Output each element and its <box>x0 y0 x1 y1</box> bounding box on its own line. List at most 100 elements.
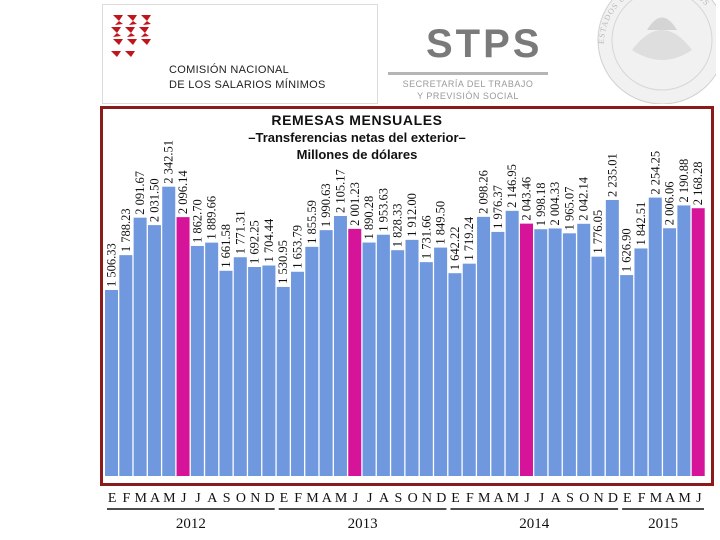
month-tick-3: A <box>150 491 161 506</box>
bar-1 <box>119 255 133 476</box>
month-tick-0: E <box>108 491 117 506</box>
bar-39 <box>663 228 677 476</box>
bar-4 <box>162 186 176 476</box>
value-label-17: 2 001.23 <box>348 182 362 226</box>
month-tick-6: J <box>195 491 201 506</box>
bar-2 <box>133 217 147 476</box>
year-label-2: 2014 <box>519 516 550 532</box>
chart-unit: Millones de dólares <box>296 147 418 162</box>
year-label-1: 2013 <box>348 516 378 532</box>
national-seal-icon: ESTADOS UNIDOS MEXICANOS <box>597 0 716 104</box>
value-label-19: 1 953.63 <box>376 188 390 232</box>
month-tick-17: J <box>353 491 359 506</box>
value-label-39: 2 006.06 <box>663 182 677 226</box>
month-tick-41: J <box>696 491 702 506</box>
month-tick-22: N <box>422 491 432 506</box>
bar-33 <box>577 223 591 476</box>
value-label-1: 1 788.23 <box>119 208 133 252</box>
month-tick-7: A <box>207 491 218 506</box>
bar-18 <box>362 242 376 476</box>
month-tick-35: D <box>608 491 618 506</box>
month-tick-9: O <box>236 491 246 506</box>
bar-32 <box>562 233 576 476</box>
bar-17 <box>348 228 362 476</box>
stps-subtitle-line1: SECRETARÍA DEL TRABAJO <box>402 79 534 89</box>
chart-title-block: REMESAS MENSUALES –Transferencias netas … <box>100 112 614 163</box>
value-label-41: 2 168.28 <box>691 161 705 205</box>
value-label-15: 1 990.63 <box>319 183 333 227</box>
year-label-0: 2012 <box>176 516 206 532</box>
month-tick-32: S <box>566 491 574 506</box>
value-label-23: 1 849.50 <box>434 201 448 245</box>
bar-20 <box>391 250 405 476</box>
chart-title: REMESAS MENSUALES <box>271 112 443 128</box>
value-label-38: 2 254.25 <box>648 151 662 195</box>
bar-10 <box>248 267 262 476</box>
bar-31 <box>548 228 562 476</box>
bar-3 <box>147 225 161 476</box>
month-tick-26: M <box>478 491 491 506</box>
bar-22 <box>419 262 433 476</box>
bar-12 <box>276 286 290 476</box>
org-name-line1: Comisión Nacional <box>169 64 290 76</box>
value-label-18: 1 890.28 <box>362 196 376 240</box>
month-tick-38: M <box>650 491 663 506</box>
value-label-11: 1 704.44 <box>262 218 276 263</box>
stps-logo-block: STPS SECRETARÍA DEL TRABAJO Y PREVISIÓN … <box>388 22 548 104</box>
stps-logo-text: STPS <box>426 22 543 66</box>
month-tick-27: A <box>493 491 504 506</box>
value-label-37: 1 842.51 <box>634 202 648 246</box>
value-label-0: 1 506.33 <box>105 243 119 287</box>
month-tick-36: E <box>623 491 632 506</box>
value-label-14: 1 855.59 <box>305 200 319 244</box>
bar-35 <box>605 199 619 477</box>
month-tick-37: F <box>638 491 646 506</box>
month-tick-8: S <box>223 491 231 506</box>
month-tick-4: M <box>163 491 176 506</box>
value-label-32: 1 965.07 <box>562 187 576 231</box>
cnsm-logo-box: Comisión Nacional De Los Salarios Mínimo… <box>102 4 378 104</box>
header-banner: Comisión Nacional De Los Salarios Mínimo… <box>0 0 720 110</box>
bar-40 <box>677 205 691 476</box>
value-label-5: 2 096.14 <box>176 170 190 215</box>
bar-28 <box>505 210 519 476</box>
month-tick-19: A <box>379 491 390 506</box>
month-tick-16: M <box>335 491 348 506</box>
bar-41 <box>691 208 705 476</box>
month-tick-24: E <box>451 491 460 506</box>
month-tick-23: D <box>436 491 446 506</box>
bar-13 <box>291 271 305 476</box>
bar-37 <box>634 248 648 476</box>
value-label-9: 1 771.31 <box>233 210 247 254</box>
bar-11 <box>262 265 276 476</box>
value-label-7: 1 889.66 <box>205 196 219 240</box>
month-tick-1: F <box>123 491 131 506</box>
value-label-30: 1 998.18 <box>534 182 548 226</box>
month-tick-31: A <box>551 491 562 506</box>
bar-7 <box>205 242 219 476</box>
value-label-21: 1 912.00 <box>405 193 419 237</box>
month-tick-5: J <box>181 491 187 506</box>
bar-30 <box>534 229 548 476</box>
month-tick-34: N <box>594 491 604 506</box>
bar-21 <box>405 239 419 476</box>
month-tick-14: M <box>306 491 319 506</box>
bar-38 <box>648 197 662 476</box>
month-tick-28: M <box>507 491 520 506</box>
year-label-3: 2015 <box>648 516 678 532</box>
value-label-33: 2 042.14 <box>577 176 591 221</box>
month-tick-18: J <box>367 491 373 506</box>
value-label-8: 1 661.58 <box>219 224 233 268</box>
bar-34 <box>591 256 605 476</box>
value-label-29: 2 043.46 <box>519 177 533 221</box>
value-label-35: 2 235.01 <box>605 153 619 197</box>
value-label-27: 1 976.37 <box>491 185 505 229</box>
bar-27 <box>491 231 505 476</box>
month-tick-21: O <box>408 491 418 506</box>
value-label-2: 2 091.67 <box>133 171 147 215</box>
month-tick-29: J <box>524 491 530 506</box>
value-label-34: 1 776.05 <box>591 210 605 254</box>
bar-5 <box>176 217 190 476</box>
month-tick-2: M <box>135 491 148 506</box>
